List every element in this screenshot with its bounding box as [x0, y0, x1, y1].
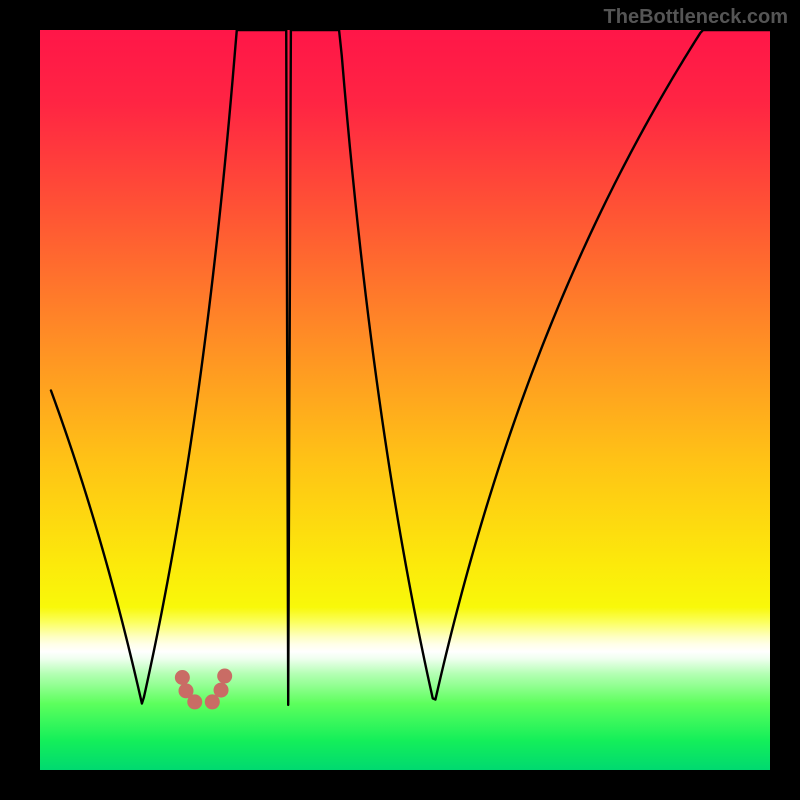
data-dot: [175, 670, 190, 685]
data-dot: [217, 669, 232, 684]
bottleneck-chart: [0, 0, 800, 800]
outer-frame: TheBottleneck.com: [0, 0, 800, 800]
data-dot: [214, 683, 229, 698]
watermark-text: TheBottleneck.com: [604, 6, 788, 29]
gradient-background: [40, 30, 770, 770]
data-dot: [187, 694, 202, 709]
